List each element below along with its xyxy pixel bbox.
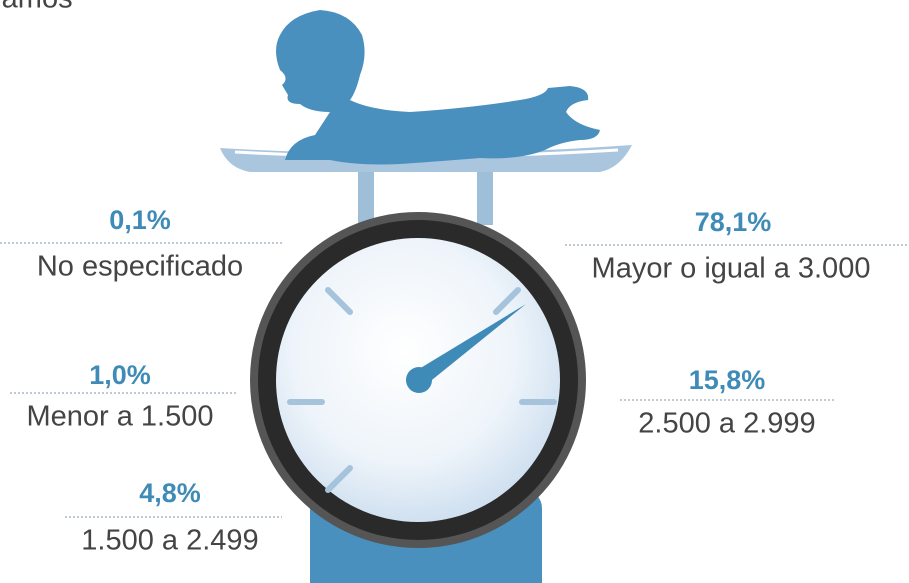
percent: 0,1%	[109, 205, 171, 235]
post	[358, 165, 374, 225]
title: ramos	[0, 0, 73, 15]
percent: 78,1%	[695, 207, 772, 237]
infographic: ramos 0,1% No especificado 78,1% Mayor o…	[0, 0, 909, 583]
category-label: 2.500 a 2.999	[638, 408, 815, 440]
percent: 1,0%	[89, 360, 151, 390]
category-label: Menor a 1.500	[26, 401, 213, 433]
category-label: 1.500 a 2.499	[81, 525, 258, 557]
category-label: No especificado	[37, 251, 243, 283]
percent: 4,8%	[139, 478, 201, 508]
needle-hub	[406, 367, 432, 393]
category-label: Mayor o igual a 3.000	[592, 253, 871, 285]
post	[477, 165, 493, 225]
baby	[276, 10, 600, 165]
page: {"header": {"title": "ramos"}, "items": …	[0, 0, 909, 583]
percent: 15,8%	[689, 365, 766, 395]
